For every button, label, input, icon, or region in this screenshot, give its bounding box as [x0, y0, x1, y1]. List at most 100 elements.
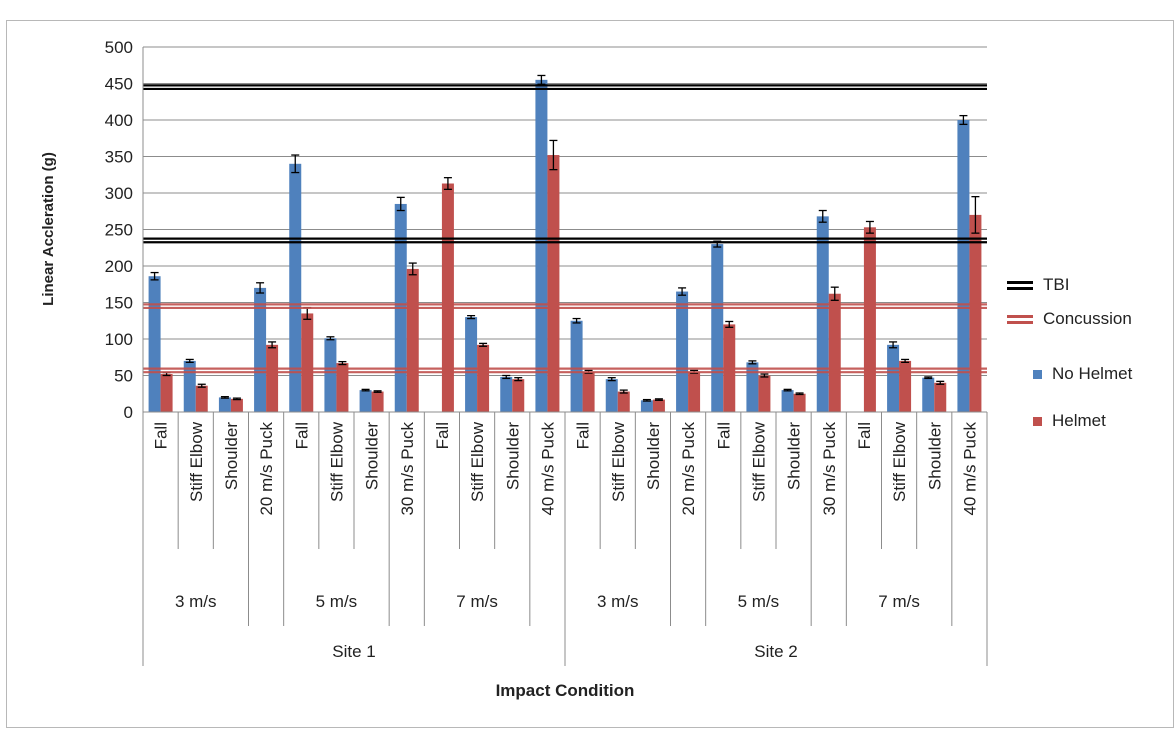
no-helmet-bar [957, 120, 970, 412]
no-helmet-bar [816, 216, 829, 412]
x-tick-label: Fall [433, 422, 452, 449]
x-tick-label: Fall [714, 422, 733, 449]
no-helmet-bar [605, 379, 618, 412]
helmet-bar [652, 399, 665, 412]
x-tick-label: 40 m/s Puck [960, 422, 979, 516]
y-tick-label: 350 [105, 148, 133, 167]
no-helmet-bar [183, 360, 196, 412]
velocity-group-label: 5 m/s [738, 592, 780, 611]
no-helmet-bar [535, 79, 548, 412]
x-tick-label: Stiff Elbow [609, 421, 628, 502]
x-tick-label: Stiff Elbow [468, 421, 487, 502]
helmet-bar [160, 374, 173, 412]
no-helmet-bar [324, 338, 337, 412]
helmet-bar [758, 375, 771, 412]
tbi-swatch [1007, 279, 1033, 291]
x-tick-label: 40 m/s Puck [538, 422, 557, 516]
x-tick-label: 30 m/s Puck [398, 422, 417, 516]
axes [142, 47, 988, 666]
y-tick-label: 500 [105, 38, 133, 57]
x-tick-label: Fall [855, 422, 874, 449]
x-tick-label: Stiff Elbow [327, 421, 346, 502]
helmet-bar [512, 379, 525, 412]
helmet-bar [230, 398, 243, 412]
no-helmet-bar [289, 163, 302, 412]
x-tick-label: Fall [152, 422, 171, 449]
x-tick-label: Stiff Elbow [187, 421, 206, 502]
error-bars [150, 74, 980, 402]
y-axis-title: Linear Accleration (g) [40, 152, 57, 306]
velocity-group-label: 7 m/s [456, 592, 498, 611]
legend-item-tbi: TBI [1007, 273, 1069, 297]
no-helmet-bar [676, 291, 689, 412]
helmet-bar [793, 393, 806, 412]
x-tick-label: Shoulder [363, 422, 382, 490]
reference-lines [143, 84, 987, 374]
no-helmet-bar [218, 397, 231, 412]
y-tick-label: 100 [105, 330, 133, 349]
chart-frame: 0 50 100 150 200 250 300 350 400 450 500 Linear Acc… [6, 20, 1174, 728]
helmet-bar [477, 344, 490, 412]
no-helmet-bar [781, 390, 794, 412]
y-tick-label: 0 [124, 403, 133, 422]
helmet-bar [969, 214, 982, 412]
helmet-bar [828, 293, 841, 412]
x-tick-label: 20 m/s Puck [257, 422, 276, 516]
y-tick-label: 200 [105, 257, 133, 276]
x-tick-label: Stiff Elbow [749, 421, 768, 502]
x-tick-label: Fall [292, 422, 311, 449]
velocity-group-label: 7 m/s [878, 592, 920, 611]
helmet-bar [406, 268, 419, 412]
y-tick-label: 50 [114, 367, 133, 386]
x-tick-label: Shoulder [222, 422, 241, 490]
helmet-swatch [1033, 416, 1042, 426]
helmet-bar [336, 363, 349, 412]
site-group-label: Site 2 [754, 642, 797, 661]
x-tick-label: Shoulder [503, 422, 522, 490]
legend-label-helmet: Helmet [1052, 411, 1106, 430]
helmet-bar [617, 391, 630, 412]
concussion-swatch [1007, 313, 1033, 325]
x-tick-label: 30 m/s Puck [820, 422, 839, 516]
y-tick-label: 150 [105, 294, 133, 313]
axis-labels: 0 50 100 150 200 250 300 350 400 450 500 Linear Acc… [40, 38, 979, 700]
helmet-bar [582, 371, 595, 412]
legend-label-concussion: Concussion [1043, 309, 1132, 328]
bars [148, 79, 982, 413]
legend-item-helmet: Helmet [1007, 409, 1106, 433]
x-axis-title: Impact Condition [496, 681, 635, 700]
legend-item-no-helmet: No Helmet [1007, 362, 1132, 386]
x-tick-label: 20 m/s Puck [679, 422, 698, 516]
x-tick-label: Shoulder [925, 422, 944, 490]
x-tick-label: Fall [574, 422, 593, 449]
x-tick-label: Shoulder [644, 422, 663, 490]
helmet-bar [899, 360, 912, 412]
legend-label-no-helmet: No Helmet [1052, 364, 1133, 383]
site-group-label: Site 1 [332, 642, 375, 661]
legend-item-concussion: Concussion [1007, 307, 1132, 331]
helmet-bar [934, 382, 947, 412]
no-helmet-bar [465, 317, 478, 412]
y-tick-label: 300 [105, 184, 133, 203]
y-tick-label: 450 [105, 75, 133, 94]
no-helmet-bar [500, 376, 513, 412]
helmet-bar [441, 183, 454, 412]
helmet-bar [547, 155, 560, 413]
x-tick-label: Shoulder [785, 422, 804, 490]
no-helmet-bar [254, 287, 267, 412]
helmet-bar [863, 227, 876, 412]
no-helmet-bar [570, 320, 583, 412]
no-helmet-bar [640, 400, 653, 412]
helmet-bar [301, 313, 314, 412]
velocity-group-label: 3 m/s [175, 592, 217, 611]
no-helmet-swatch [1033, 369, 1042, 379]
helmet-bar [266, 344, 279, 412]
x-tick-label: Stiff Elbow [890, 421, 909, 502]
helmet-bar [688, 371, 701, 412]
no-helmet-bar [148, 276, 161, 412]
y-tick-label: 400 [105, 111, 133, 130]
helmet-bar [195, 385, 208, 412]
helmet-bar [371, 391, 384, 412]
no-helmet-bar [359, 390, 372, 412]
y-tick-label: 250 [105, 221, 133, 240]
